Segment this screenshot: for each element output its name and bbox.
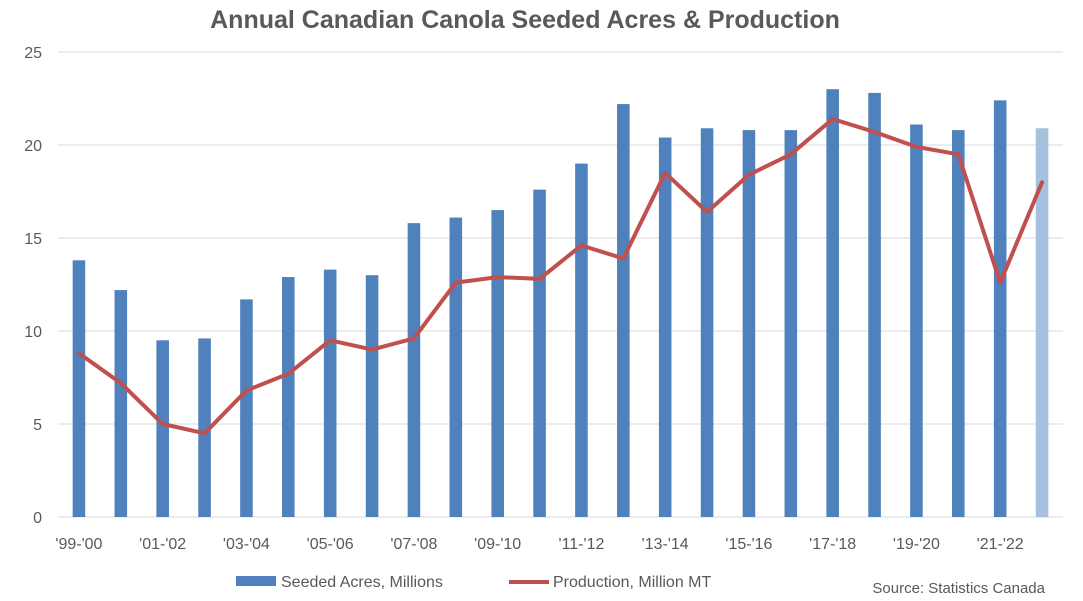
bar <box>72 260 86 517</box>
bar <box>407 223 421 517</box>
legend-swatch-bar <box>236 576 276 586</box>
bar <box>910 124 923 517</box>
bar <box>826 89 839 517</box>
x-tick-label: '13-'14 <box>642 536 689 553</box>
y-tick-label: 20 <box>24 138 42 155</box>
bar <box>449 217 463 518</box>
bar <box>742 130 756 517</box>
x-tick-label: '09-'10 <box>474 536 521 553</box>
bar <box>365 275 379 517</box>
x-tick-label: '07-'08 <box>390 536 437 553</box>
bar <box>240 299 253 517</box>
production-line <box>76 117 1045 436</box>
x-tick-label: '21-'22 <box>977 536 1024 553</box>
bar <box>993 100 1007 518</box>
x-tick-label: '11-'12 <box>559 536 605 553</box>
chart-title: Annual Canadian Canola Seeded Acres & Pr… <box>210 6 840 34</box>
y-tick-label: 25 <box>24 45 42 62</box>
x-axis-ticks: '99-'00 '01-'02 '03-'04 '05-'06 '07-'08 '09-'… <box>55 536 1023 553</box>
bar-series <box>72 89 1049 518</box>
bar <box>952 130 965 517</box>
legend-label: Seeded Acres, Millions <box>281 574 443 591</box>
bar <box>868 92 881 518</box>
y-tick-label: 0 <box>33 510 42 527</box>
legend-label: Production, Million MT <box>553 574 712 591</box>
bar <box>114 290 128 517</box>
bar <box>533 189 546 517</box>
bar <box>784 130 798 517</box>
y-tick-label: 5 <box>33 417 42 434</box>
x-tick-label: '19-'20 <box>893 536 940 553</box>
gridlines <box>58 51 1063 518</box>
x-tick-label: '15-'16 <box>725 536 772 553</box>
bar <box>323 269 337 517</box>
bar <box>156 340 169 517</box>
bar <box>491 210 504 517</box>
x-tick-label: '05-'06 <box>307 536 354 553</box>
y-tick-label: 10 <box>24 324 42 341</box>
bar <box>658 137 672 517</box>
y-tick-label: 15 <box>24 231 42 248</box>
y-axis-ticks: 0 5 10 15 20 25 <box>24 45 42 527</box>
x-tick-label: '99-'00 <box>55 536 102 553</box>
source-note: Source: Statistics Canada <box>872 580 1045 597</box>
bar <box>198 338 211 517</box>
legend: Seeded Acres, Millions Production, Millio… <box>236 574 712 591</box>
bar <box>617 104 630 517</box>
bar <box>282 277 295 517</box>
line-series <box>76 117 1045 436</box>
bar <box>575 163 588 517</box>
x-tick-label: '17-'18 <box>809 536 856 553</box>
x-tick-label: '03-'04 <box>223 536 270 553</box>
bar <box>1035 128 1049 517</box>
bar <box>700 128 714 517</box>
x-tick-label: '01-'02 <box>139 536 186 553</box>
